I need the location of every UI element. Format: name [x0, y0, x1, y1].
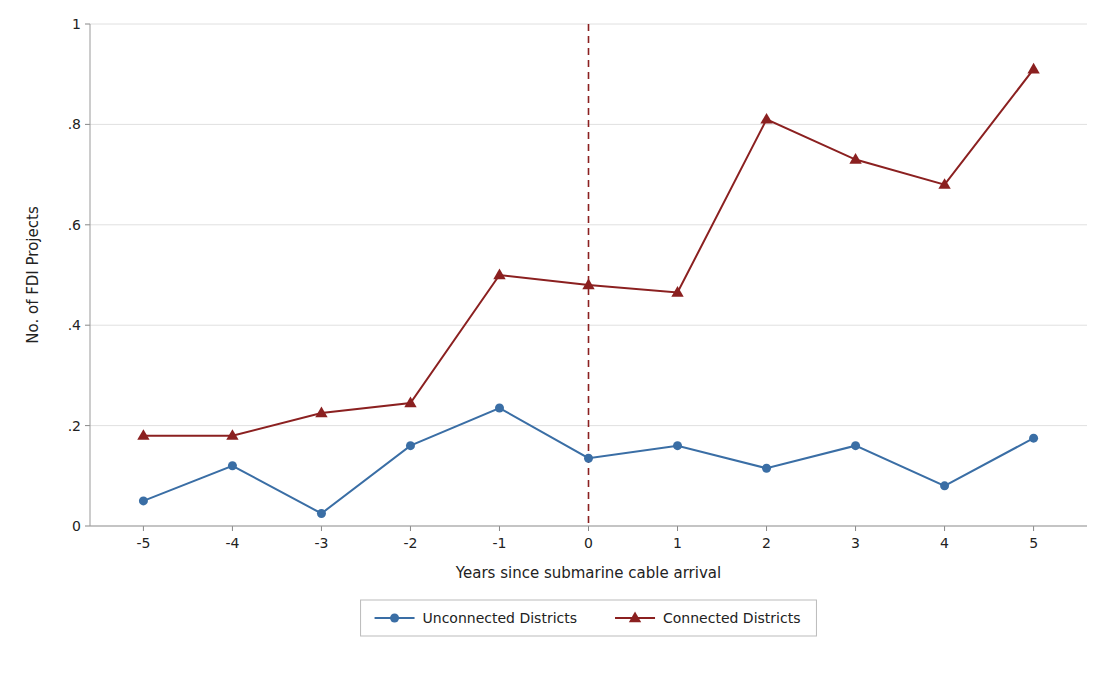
x-tick-label: -2 [403, 535, 417, 551]
data-point [849, 153, 861, 164]
chart: 0 .2 .4 .6 .8 1 -5 -4 -3 -2 -1 0 1 2 3 4 5 Years since su… [0, 0, 1117, 676]
data-point [940, 481, 949, 490]
y-tick-label: .6 [68, 217, 81, 233]
data-point [406, 441, 415, 450]
x-tick [766, 526, 767, 531]
y-axis-label: No. of FDI Projects [24, 206, 42, 344]
x-tick-label: 4 [940, 535, 949, 551]
x-tick-label: -4 [225, 535, 239, 551]
y-tick [85, 325, 90, 326]
data-point [762, 464, 771, 473]
x-tick-label: 5 [1029, 535, 1038, 551]
x-tick-label: -1 [492, 535, 506, 551]
x-tick [677, 526, 678, 531]
y-tick [85, 24, 90, 25]
legend-marker [629, 612, 641, 623]
y-tick-label: .4 [68, 317, 81, 333]
legend-marker [390, 614, 399, 623]
x-tick-label: -5 [136, 535, 150, 551]
data-point [673, 441, 682, 450]
data-point [851, 441, 860, 450]
x-tick-label: 1 [673, 535, 682, 551]
data-point [404, 397, 416, 408]
series-line [143, 69, 1033, 435]
data-point [317, 509, 326, 518]
y-tick-label: 1 [72, 16, 81, 32]
y-tick-label: .2 [68, 418, 81, 434]
data-point [226, 429, 238, 440]
y-tick [85, 124, 90, 125]
legend-label: Connected Districts [663, 610, 800, 626]
x-tick [321, 526, 322, 531]
y-tick-label: 0 [72, 518, 81, 534]
legend: Unconnected Districts Connected Districts [361, 600, 817, 636]
y-tick [85, 425, 90, 426]
x-tick [588, 526, 589, 531]
data-point [938, 178, 950, 189]
x-tick-label: -3 [314, 535, 328, 551]
data-point [671, 286, 683, 297]
data-point [760, 113, 772, 124]
x-tick [1033, 526, 1034, 531]
y-tick [85, 526, 90, 527]
data-point [1027, 63, 1039, 74]
legend-box [361, 600, 817, 636]
y-tick-label: .8 [68, 116, 81, 132]
legend-label: Unconnected Districts [423, 610, 577, 626]
x-tick-label: 0 [584, 535, 593, 551]
x-tick-label: 3 [851, 535, 860, 551]
data-point [228, 461, 237, 470]
data-point [584, 454, 593, 463]
y-axis [90, 24, 91, 526]
data-point [495, 404, 504, 413]
x-tick [499, 526, 500, 531]
data-point [139, 496, 148, 505]
data-point [493, 269, 505, 280]
x-tick [232, 526, 233, 531]
x-tick-label: 2 [762, 535, 771, 551]
y-tick [85, 224, 90, 225]
background [0, 0, 1117, 676]
x-axis-label: Years since submarine cable arrival [455, 564, 721, 582]
x-tick [410, 526, 411, 531]
data-point [582, 279, 594, 290]
x-tick [143, 526, 144, 531]
data-point [137, 429, 149, 440]
data-point [1029, 434, 1038, 443]
x-tick [944, 526, 945, 531]
reference-line [588, 24, 590, 526]
data-point [315, 407, 327, 418]
grid-line [90, 224, 1087, 225]
plot-area [137, 24, 1040, 526]
x-tick [855, 526, 856, 531]
